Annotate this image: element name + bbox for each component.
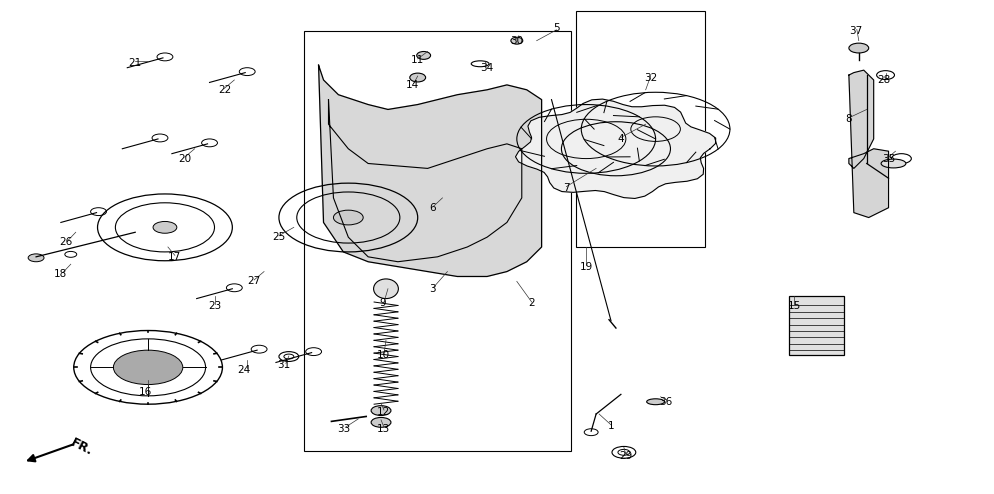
Text: 27: 27 [248,276,260,287]
Polygon shape [849,70,889,217]
Text: 16: 16 [138,387,152,397]
Text: 9: 9 [380,298,387,308]
Text: 34: 34 [480,63,494,73]
Circle shape [333,210,363,225]
Text: 25: 25 [272,232,285,242]
Text: 2: 2 [529,298,535,308]
Circle shape [153,221,177,233]
Text: 19: 19 [580,262,592,272]
Text: 11: 11 [412,55,424,65]
Text: 3: 3 [429,284,436,294]
Polygon shape [319,65,542,277]
Text: 26: 26 [60,237,73,247]
Text: 31: 31 [277,360,290,370]
Text: 4: 4 [617,134,624,144]
Text: 33: 33 [337,424,350,434]
Bar [304,31,572,451]
Text: FR.: FR. [69,436,95,458]
Circle shape [849,43,869,53]
Bar [577,11,705,247]
Text: 18: 18 [55,269,68,279]
Circle shape [113,350,183,384]
Text: 10: 10 [377,350,390,360]
Text: 24: 24 [238,365,250,375]
Ellipse shape [647,399,665,405]
Ellipse shape [511,37,523,44]
Text: 1: 1 [607,421,614,431]
Text: 29: 29 [619,451,632,461]
Text: 12: 12 [377,407,390,416]
Text: 30: 30 [510,36,524,45]
Text: 36: 36 [659,397,672,407]
Text: 6: 6 [429,203,436,213]
Text: 15: 15 [787,301,801,311]
Circle shape [371,417,391,427]
Text: 8: 8 [846,114,852,124]
Text: 23: 23 [208,301,221,311]
Text: 22: 22 [218,85,231,95]
Polygon shape [328,100,522,262]
Circle shape [28,254,44,262]
Text: 17: 17 [168,252,182,262]
Polygon shape [516,99,716,199]
Text: 13: 13 [377,424,390,434]
Text: 21: 21 [128,58,142,68]
Text: 35: 35 [882,154,896,164]
Bar [789,296,844,355]
Text: 7: 7 [563,183,570,193]
Text: 5: 5 [553,23,560,34]
Ellipse shape [416,51,430,59]
Text: 14: 14 [407,80,419,90]
Ellipse shape [410,73,425,82]
Circle shape [371,406,391,415]
Ellipse shape [374,279,399,298]
Ellipse shape [881,159,906,168]
Text: 28: 28 [877,75,891,85]
Text: 32: 32 [644,73,657,82]
Text: 20: 20 [178,154,191,164]
Text: 37: 37 [849,26,863,36]
